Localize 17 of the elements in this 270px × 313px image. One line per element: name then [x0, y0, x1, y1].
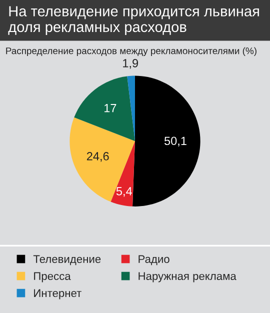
chart-subtitle: Распределение расходов между рекламоносителями (%)	[6, 47, 256, 56]
data-label: 1,9	[123, 58, 138, 69]
pie-slice	[74, 76, 135, 142]
legend-label: Интернет	[34, 289, 82, 300]
pie-slice	[127, 76, 135, 142]
data-label: 17	[104, 104, 116, 112]
legend-label: Наружная реклама	[138, 272, 236, 282]
pie-slice	[70, 117, 135, 202]
data-label: 50,1	[164, 136, 186, 146]
legend-label: Пресса	[34, 272, 71, 282]
legend-label: Телевидение	[33, 255, 101, 266]
legend-label: Радио	[138, 255, 170, 266]
pie-slice	[132, 76, 200, 206]
data-label: 5,4	[116, 187, 132, 197]
data-label: 24,6	[86, 152, 109, 162]
pie-slice	[110, 141, 135, 206]
chart-title: На телевидение приходится львиная доля рекламных расходов	[8, 6, 259, 35]
